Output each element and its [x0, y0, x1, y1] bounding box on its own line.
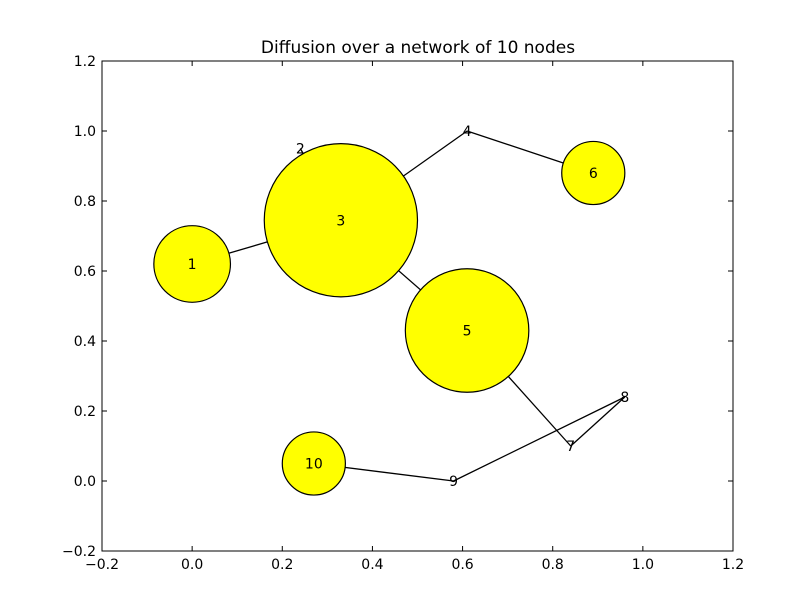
node-9-label: 9 [449, 474, 458, 490]
x-tick-label: 0.4 [361, 557, 383, 573]
chart-title: Diffusion over a network of 10 nodes [261, 38, 575, 58]
node-5-circle [404, 268, 530, 393]
node-10-circle [281, 431, 346, 496]
x-tick-label: −0.2 [85, 557, 119, 573]
x-tick-label: 1.0 [632, 557, 654, 573]
y-tick-label: 0.8 [74, 194, 96, 210]
node-1-circle [153, 225, 232, 303]
node-4-label: 4 [463, 124, 472, 140]
nodes-layer [153, 140, 626, 496]
y-tick-label: 0.6 [74, 264, 96, 280]
x-tick-label: 0.8 [542, 557, 564, 573]
node-10-label: 10 [305, 457, 323, 473]
node-1-label: 1 [188, 257, 197, 273]
y-tick-label: −0.2 [62, 544, 96, 560]
x-tick-label: 0.2 [271, 557, 293, 573]
y-tick-label: 0.2 [74, 404, 96, 420]
node-7-label: 7 [566, 439, 575, 455]
axes-frame [101, 60, 734, 552]
node-3-circle [263, 143, 419, 298]
axes-layer: −0.2 0.0 0.2 0.4 0.6 0.8 1.0 1.2 −0.2 0.0 0.2 0.4 0.… [62, 54, 744, 573]
node-labels-layer: 1 2 3 4 5 6 7 8 9 10 [188, 124, 630, 490]
node-6-label: 6 [589, 166, 598, 182]
node-6-circle [561, 140, 626, 206]
node-2-label: 2 [296, 142, 305, 158]
y-tick-label: 1.2 [74, 54, 96, 70]
node-5-label: 5 [463, 324, 472, 340]
x-tick-label: 1.2 [722, 557, 744, 573]
y-tick-label: 0.0 [74, 474, 96, 490]
x-tick-label: 0.0 [181, 557, 203, 573]
y-tick-label: 0.4 [74, 334, 96, 350]
edge-7-8 [570, 396, 626, 447]
y-tick-label: 1.0 [74, 124, 96, 140]
node-3-label: 3 [336, 213, 345, 229]
node-8-label: 8 [620, 390, 629, 406]
edge-8-9 [453, 396, 626, 482]
x-tick-label: 0.6 [451, 557, 473, 573]
